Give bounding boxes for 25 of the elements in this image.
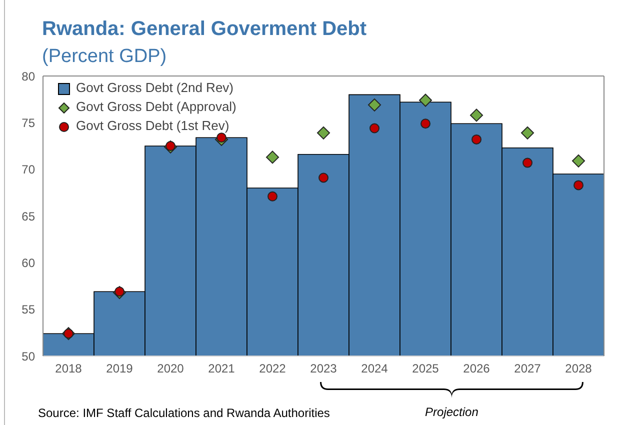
x-tick-label: 2026: [463, 362, 490, 376]
x-tick-label: 2028: [565, 362, 592, 376]
y-tick-label: 55: [22, 302, 36, 317]
x-tick-label: 2025: [412, 362, 440, 376]
x-tick-label: 2022: [259, 362, 286, 376]
x-tick-label: 2019: [106, 362, 134, 376]
y-tick-label: 70: [22, 162, 36, 177]
y-tick-label: 60: [22, 256, 36, 270]
x-tick-label: 2024: [361, 362, 388, 376]
chart-title: Rwanda: General Goverment Debt: [42, 18, 367, 41]
x-tick-label: 2020: [157, 362, 184, 376]
x-tick-label: 2021: [208, 362, 236, 376]
y-tick-label: 80: [22, 69, 36, 84]
legend-label: Govt Gross Debt (1st Rev): [76, 118, 230, 133]
x-tick-label: 2027: [514, 362, 542, 376]
source-note: Source: IMF Staff Calculations and Rwanda Authorities: [38, 406, 330, 420]
legend-label: Govt Gross Debt (2nd Rev): [76, 80, 234, 95]
y-tick-label: 75: [22, 116, 36, 130]
text: Projection: [425, 405, 479, 419]
y-tick-label: 65: [22, 209, 36, 224]
x-tick-label: 2023: [310, 362, 338, 376]
chart-subtitle: (Percent GDP): [42, 46, 167, 68]
legend-label: Govt Gross Debt (Approval): [76, 99, 236, 114]
y-tick-label: 50: [22, 349, 36, 364]
x-tick-label: 2018: [55, 362, 82, 376]
